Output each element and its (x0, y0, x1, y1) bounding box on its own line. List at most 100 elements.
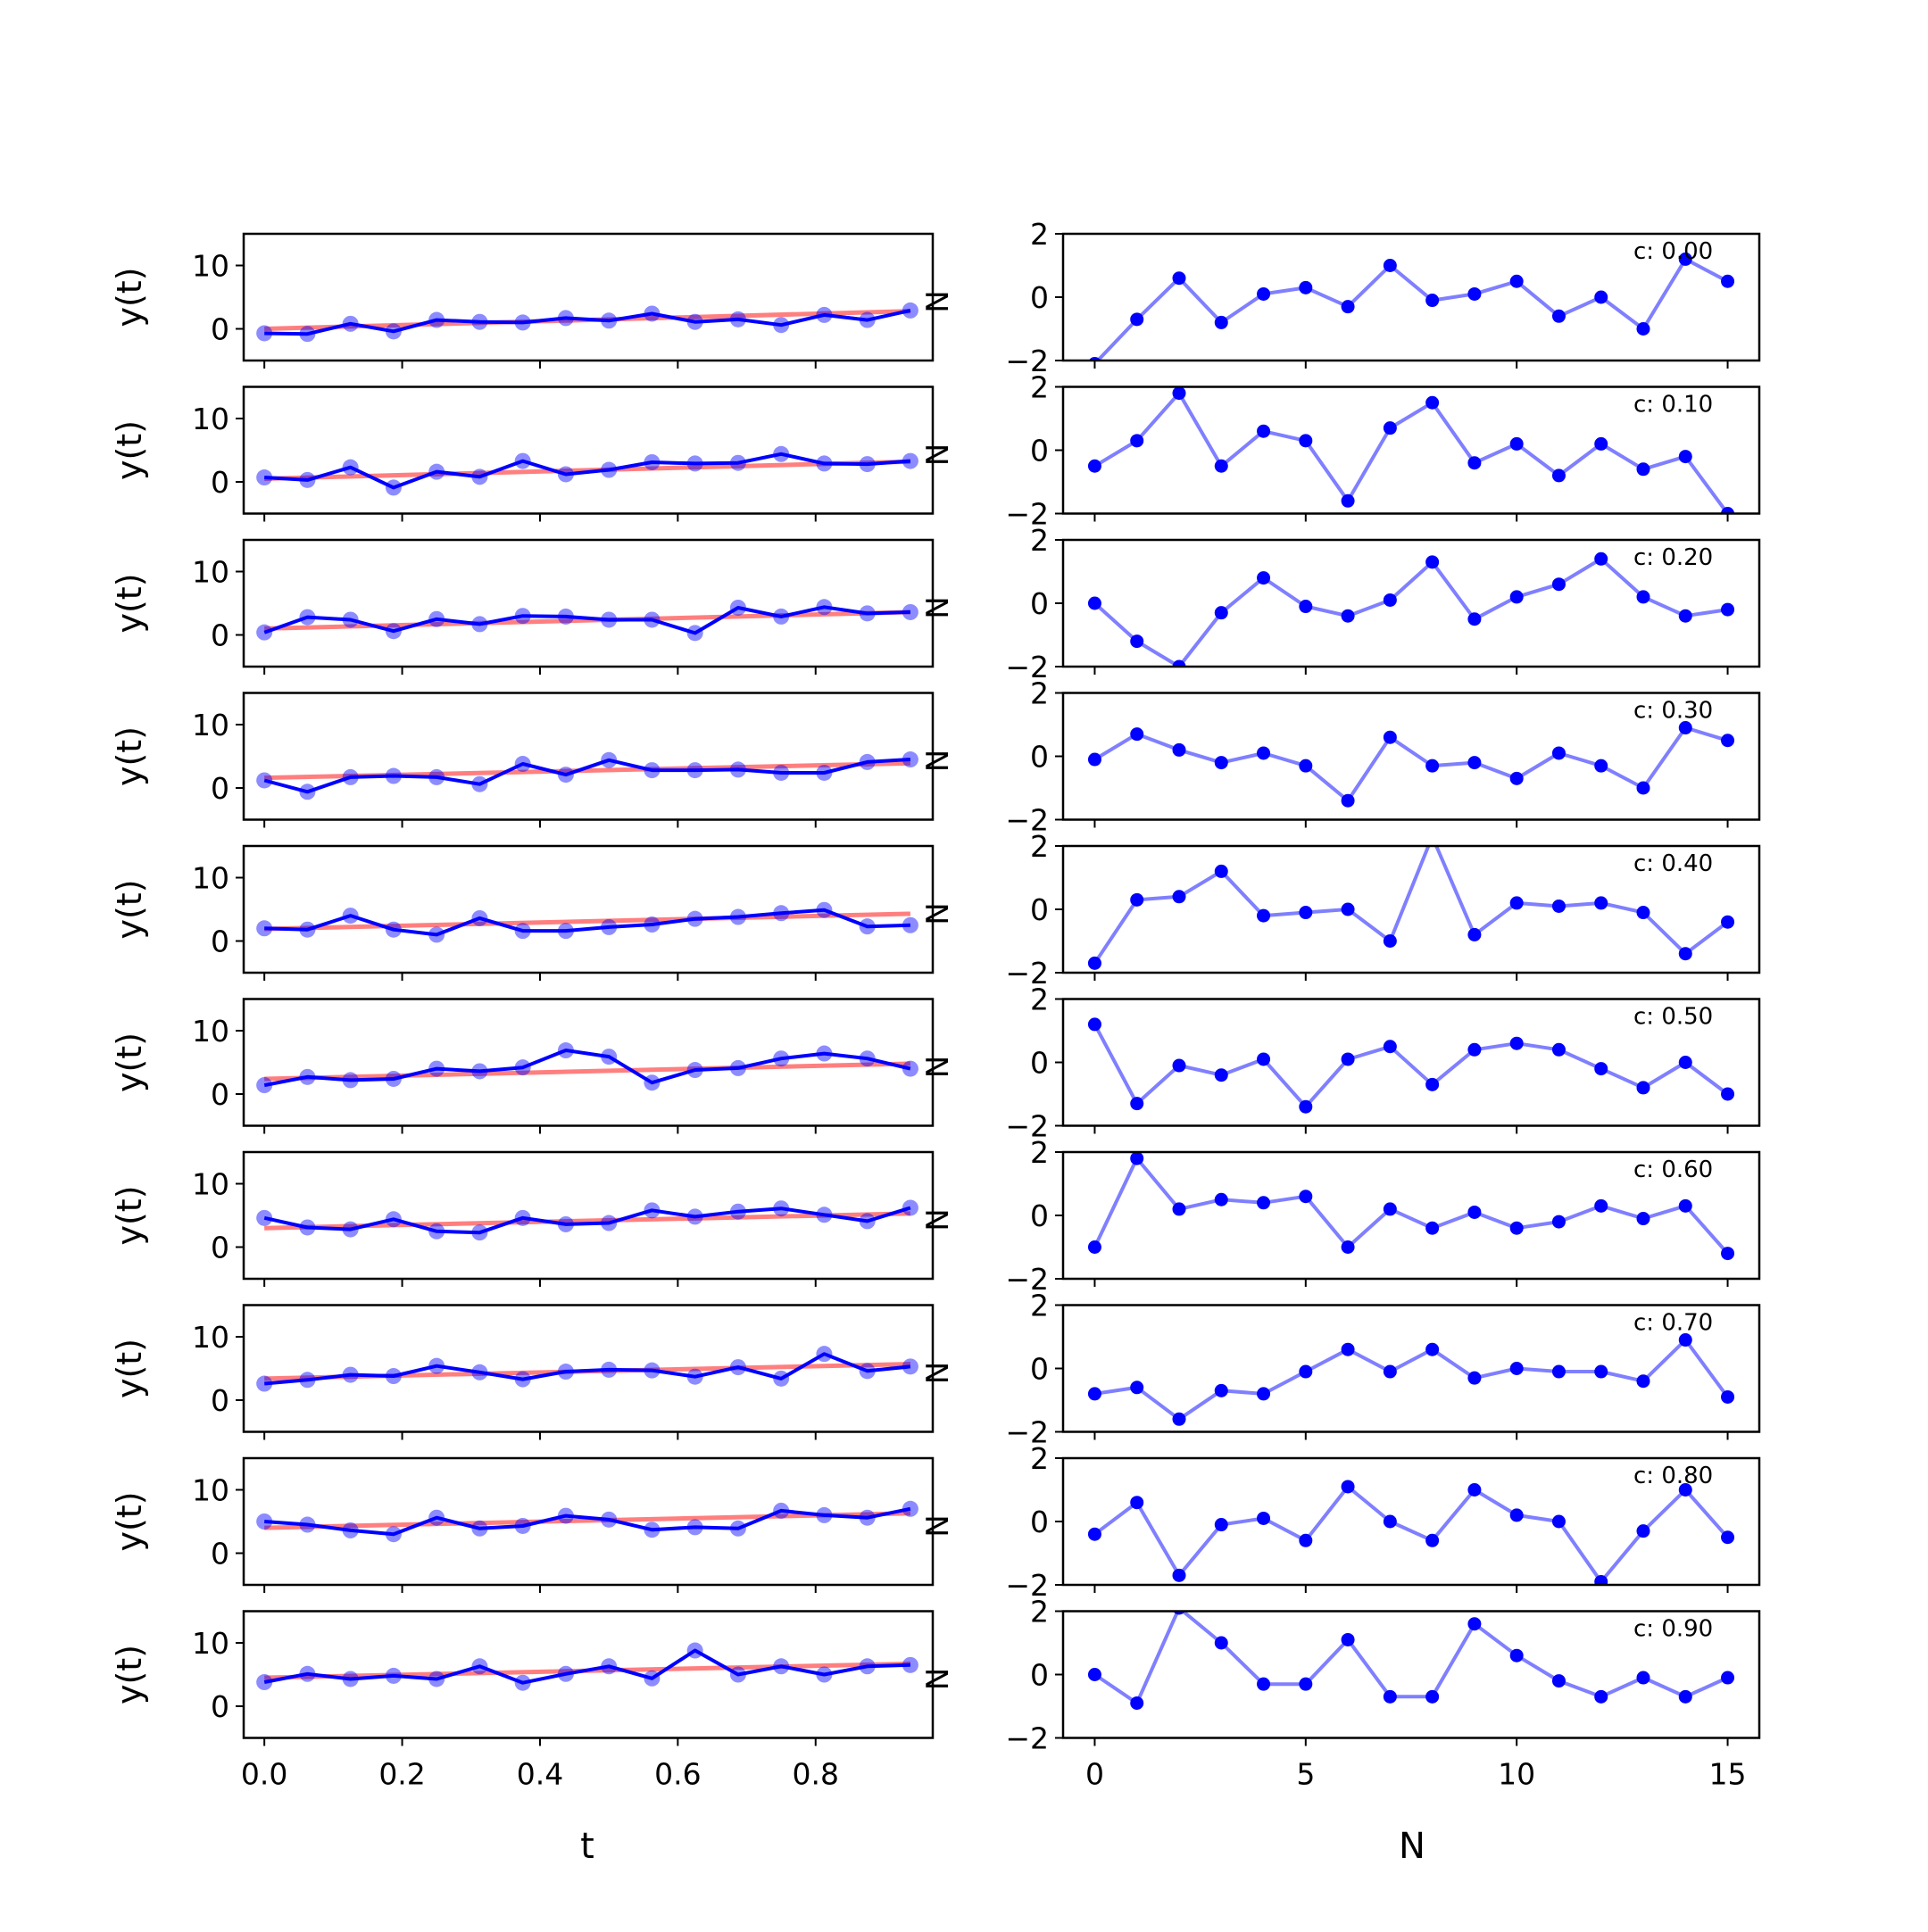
series-point (1636, 1524, 1650, 1538)
left-panel-6: 0 10 y(t) N (110, 1150, 956, 1287)
series-point (1509, 1036, 1524, 1050)
series-point (1130, 634, 1144, 649)
right-y-axis-label: N (920, 444, 956, 466)
data-point (729, 908, 746, 925)
series-point (1509, 590, 1524, 604)
data-line (264, 908, 910, 937)
series-point (1678, 1333, 1692, 1347)
series-point (1172, 742, 1186, 757)
right-panel-4: 2 0 −2 c: 0.40 (1005, 829, 1761, 991)
left-y-tick-label: 10 (192, 1167, 229, 1202)
left-axes-frame (242, 1304, 935, 1433)
right-y-axis-label: N (920, 1362, 956, 1384)
right-y-tick-label: 2 (1030, 370, 1049, 405)
series-point (1636, 322, 1650, 336)
series-point (1636, 1212, 1650, 1226)
fit-line (264, 1061, 910, 1082)
right-y-tick-label: −2 (1005, 497, 1049, 532)
series-point (1257, 1511, 1271, 1525)
right-x-tick-label: 15 (1709, 1757, 1747, 1792)
series-point (1467, 286, 1482, 301)
series-point (1594, 551, 1608, 566)
series-point (1214, 315, 1228, 329)
data-point (514, 314, 531, 331)
series-point (1341, 902, 1355, 916)
series-point (1551, 899, 1566, 913)
right-y-tick-label: −2 (1005, 803, 1049, 838)
right-y-tick-label: 0 (1030, 586, 1049, 621)
data-point (773, 608, 790, 625)
data-point (514, 1371, 531, 1388)
data-point (686, 625, 703, 642)
data-point (299, 1665, 316, 1682)
left-x-tick-label: 0.2 (378, 1757, 425, 1792)
data-point (859, 1658, 876, 1675)
series-point (1551, 1042, 1566, 1057)
data-point (256, 325, 273, 342)
data-point (729, 1203, 746, 1220)
data-point (514, 756, 531, 773)
left-y-tick-label: 10 (192, 402, 229, 436)
data-point (557, 1215, 574, 1232)
left-y-tick-label: 0 (211, 1383, 229, 1418)
series-line (1093, 726, 1729, 803)
data-point (299, 1219, 316, 1236)
series-point (1299, 759, 1313, 773)
data-point (644, 1522, 661, 1538)
data-point (514, 1674, 531, 1691)
series-point (1594, 436, 1608, 451)
series-point (1172, 1568, 1186, 1582)
series-point (1678, 609, 1692, 623)
series-point (1257, 1677, 1271, 1691)
data-point (902, 1060, 918, 1077)
data-point (342, 315, 359, 332)
right-y-tick-label: −2 (1005, 1721, 1049, 1756)
data-point (644, 1202, 661, 1219)
series-point (1341, 493, 1355, 508)
data-point (342, 908, 359, 925)
data-point (729, 1359, 746, 1376)
data-point (859, 1213, 876, 1230)
data-point (471, 1063, 488, 1080)
data-point (299, 1516, 316, 1533)
series-point (1383, 730, 1397, 744)
series-point (1467, 1042, 1482, 1057)
right-axes-frame (1061, 1150, 1761, 1281)
right-y-tick-label: −2 (1005, 1262, 1049, 1297)
right-axes-frame (1061, 998, 1761, 1127)
series-point (1299, 280, 1313, 294)
data-point (859, 1363, 876, 1380)
data-point (428, 463, 445, 480)
c-value-annotation: c: 0.90 (1633, 1616, 1713, 1643)
series-point (1383, 1514, 1397, 1529)
right-data-group (1088, 252, 1735, 361)
data-point (773, 1502, 790, 1519)
series-point (1299, 1364, 1313, 1379)
data-point (902, 751, 918, 768)
series-point (1172, 890, 1186, 904)
data-point (342, 1221, 359, 1238)
series-point (1467, 612, 1482, 626)
series-point (1551, 309, 1566, 323)
series-point (1467, 1205, 1482, 1219)
series-point (1299, 906, 1313, 920)
series-point (1721, 1530, 1735, 1545)
series-point (1214, 1383, 1228, 1397)
series-line (1093, 391, 1730, 514)
data-point (428, 1509, 445, 1526)
right-y-tick-label: 0 (1030, 1198, 1049, 1233)
series-point (1721, 734, 1735, 748)
data-point (256, 1077, 273, 1094)
data-line (264, 1352, 911, 1386)
series-point (1551, 1364, 1566, 1379)
series-line (1093, 1023, 1729, 1109)
left-y-tick-label: 0 (211, 925, 229, 959)
series-point (1257, 286, 1271, 301)
data-point (729, 761, 746, 778)
series-point (1257, 908, 1271, 923)
data-point (601, 1049, 618, 1066)
left-y-axis-label: y(t) (110, 573, 149, 633)
series-point (1087, 1017, 1101, 1032)
right-y-tick-label: 2 (1030, 676, 1049, 711)
series-point (1087, 1668, 1101, 1681)
